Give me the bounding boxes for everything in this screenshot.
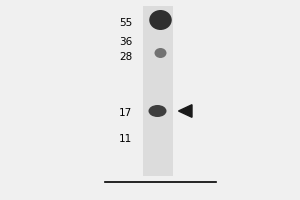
Text: 17: 17 <box>119 108 132 118</box>
Text: 36: 36 <box>119 37 132 47</box>
Ellipse shape <box>154 48 166 58</box>
Text: 28: 28 <box>119 52 132 62</box>
Bar <box>142 6 172 176</box>
Ellipse shape <box>148 105 166 117</box>
Polygon shape <box>178 105 192 117</box>
Ellipse shape <box>149 10 172 30</box>
Text: 11: 11 <box>119 134 132 144</box>
Text: 55: 55 <box>119 18 132 28</box>
